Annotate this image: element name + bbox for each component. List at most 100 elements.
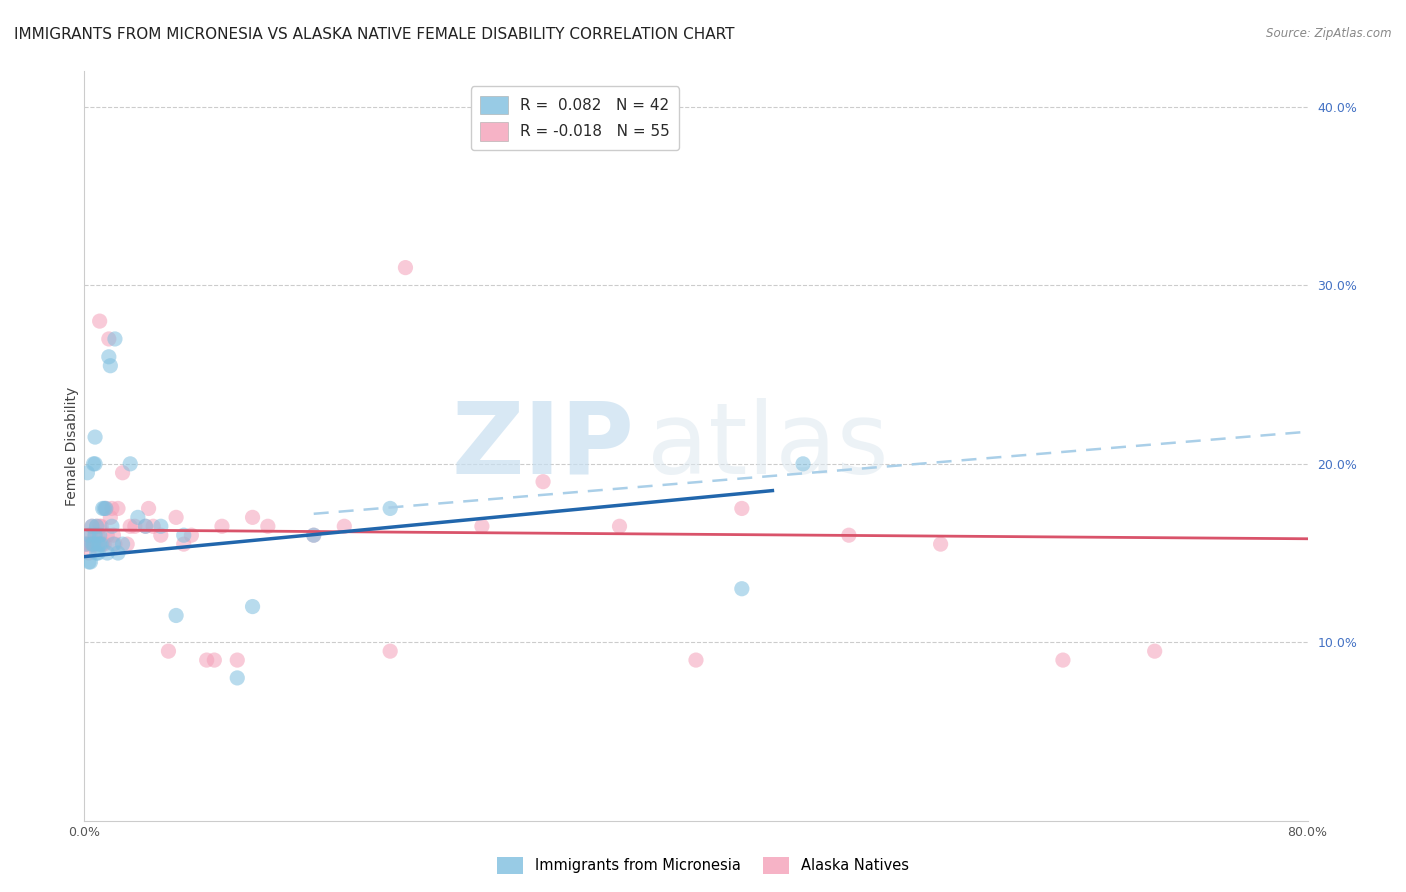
Point (115, 537, 138, 551)
Point (89, 537, 111, 551)
Point (103, 528, 125, 542)
Point (471, 519, 494, 533)
Point (127, 510, 149, 524)
Point (173, 537, 195, 551)
Point (380, 501, 402, 516)
Point (394, 260, 416, 275)
Point (104, 332, 127, 346)
Point (76, 537, 98, 551)
Text: ZIP: ZIP (451, 398, 636, 494)
Point (165, 608, 187, 623)
Point (94, 501, 117, 516)
Point (104, 537, 127, 551)
Point (257, 519, 280, 533)
Point (202, 653, 225, 667)
Point (101, 501, 124, 516)
Point (84, 537, 107, 551)
Point (120, 457, 142, 471)
Point (86, 519, 108, 533)
Point (157, 644, 180, 658)
Point (84, 430, 107, 444)
Point (838, 528, 860, 542)
Point (80, 519, 103, 533)
Point (77, 555, 100, 569)
Point (83, 537, 105, 551)
Point (79, 555, 101, 569)
Point (84, 457, 107, 471)
Point (242, 599, 264, 614)
Point (302, 528, 325, 542)
Point (135, 519, 157, 533)
Point (79, 528, 101, 542)
Point (149, 528, 172, 542)
Point (142, 519, 165, 533)
Point (180, 528, 202, 542)
Point (91, 501, 114, 516)
Point (93, 537, 115, 551)
Point (302, 528, 325, 542)
Legend: R =  0.082   N = 42, R = -0.018   N = 55: R = 0.082 N = 42, R = -0.018 N = 55 (471, 87, 679, 150)
Point (731, 582, 754, 596)
Point (609, 519, 631, 533)
Point (1143, 644, 1166, 658)
Text: atlas: atlas (647, 398, 889, 494)
Text: IMMIGRANTS FROM MICRONESIA VS ALASKA NATIVE FEMALE DISABILITY CORRELATION CHART: IMMIGRANTS FROM MICRONESIA VS ALASKA NAT… (14, 27, 734, 42)
Point (242, 510, 264, 524)
Text: Source: ZipAtlas.com: Source: ZipAtlas.com (1267, 27, 1392, 40)
Point (80, 519, 103, 533)
Point (226, 671, 249, 685)
Point (84, 528, 107, 542)
Point (87, 546, 110, 560)
Point (124, 519, 146, 533)
Point (792, 457, 814, 471)
Point (84, 528, 107, 542)
Point (79, 537, 101, 551)
Point (87, 537, 110, 551)
Point (75, 537, 97, 551)
Point (165, 510, 187, 524)
Point (83, 537, 105, 551)
Point (89, 519, 111, 533)
Point (90, 519, 112, 533)
Point (101, 519, 124, 533)
Point (111, 466, 134, 480)
Point (111, 537, 134, 551)
Point (107, 501, 129, 516)
Point (96, 528, 118, 542)
Legend: Immigrants from Micronesia, Alaska Natives: Immigrants from Micronesia, Alaska Nativ… (491, 851, 915, 880)
Point (173, 528, 195, 542)
Point (93, 501, 115, 516)
Point (89, 528, 111, 542)
Point (98, 510, 121, 524)
Point (77, 528, 100, 542)
Point (96, 546, 118, 560)
Point (89, 314, 111, 328)
Point (380, 644, 402, 658)
Point (76, 466, 98, 480)
Point (87, 528, 110, 542)
Point (77, 546, 100, 560)
Point (91, 537, 114, 551)
Point (120, 519, 142, 533)
Point (98, 359, 121, 373)
Point (195, 653, 218, 667)
Point (107, 546, 129, 560)
Point (333, 519, 356, 533)
Point (929, 537, 952, 551)
Point (149, 519, 172, 533)
Point (90, 537, 112, 551)
Point (97, 332, 120, 346)
Point (97, 350, 120, 364)
Point (138, 501, 160, 516)
Point (731, 501, 754, 516)
Point (135, 519, 157, 533)
Point (531, 475, 554, 489)
Point (86, 519, 108, 533)
Point (94, 501, 117, 516)
Point (211, 519, 233, 533)
Point (86, 546, 108, 560)
Point (685, 653, 707, 667)
Point (83, 457, 105, 471)
Point (75, 537, 97, 551)
Point (226, 653, 249, 667)
